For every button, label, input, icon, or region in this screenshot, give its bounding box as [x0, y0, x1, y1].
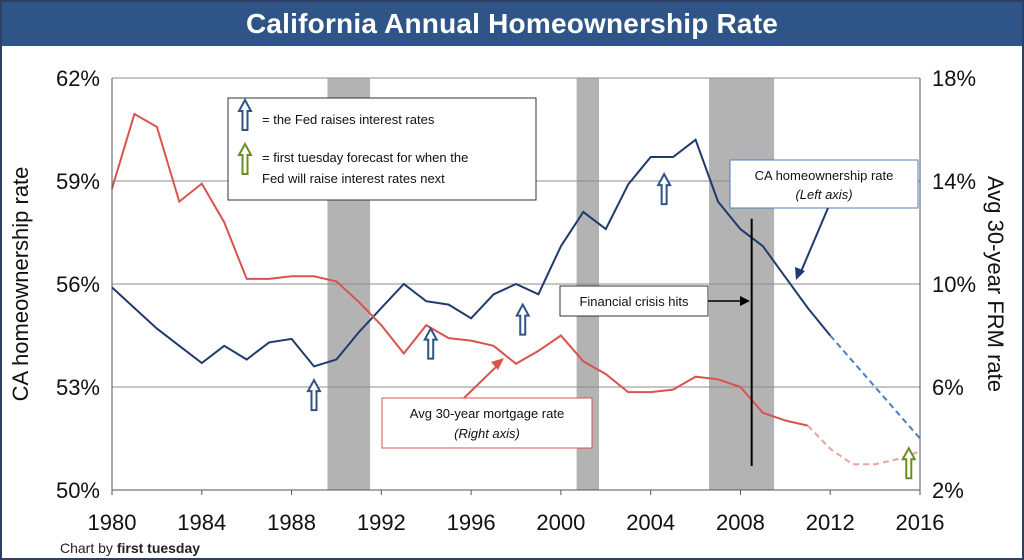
- chart-credit: Chart by first tuesday: [60, 540, 200, 556]
- y-tick-label: 53%: [56, 375, 100, 400]
- credit-brand: first tuesday: [116, 540, 201, 556]
- x-tick-label: 2004: [626, 510, 675, 535]
- y-tick-label: 59%: [56, 169, 100, 194]
- crisis-annotation-box: [559, 285, 709, 317]
- ca-annotation-box: [729, 159, 919, 209]
- mortgage-annotation-pointer: [463, 363, 500, 399]
- y2-axis-title: Avg 30-year FRM rate: [983, 176, 1008, 392]
- ca-annotation-label: CA homeownership rate: [755, 168, 894, 183]
- title-bar: California Annual Homeownership Rate: [2, 2, 1022, 46]
- y2-tick-label: 6%: [932, 375, 964, 400]
- y-tick-label: 62%: [56, 66, 100, 91]
- mortgage-annotation-box: [381, 397, 593, 449]
- y2-tick-label: 2%: [932, 478, 964, 503]
- mortgage-line: [111, 112, 809, 427]
- credit-prefix: Chart by: [60, 540, 113, 556]
- y2-tick-label: 10%: [932, 272, 976, 297]
- x-tick-label: 1996: [447, 510, 496, 535]
- legend-forecast-line2: Fed will raise interest rates next: [262, 171, 445, 186]
- y-tick-label: 56%: [56, 272, 100, 297]
- y2-tick-label: 18%: [932, 66, 976, 91]
- crisis-pointer-head: [740, 296, 750, 306]
- legend-forecast-arrow-icon: [237, 141, 253, 175]
- ca-annotation-pointer: [799, 207, 829, 275]
- x-tick-label: 1988: [267, 510, 316, 535]
- y-tick-label: 50%: [56, 478, 100, 503]
- mortgage-annotation-axis: (Right axis): [454, 426, 520, 441]
- legend-forecast-line1: = first tuesday forecast for when the: [262, 150, 468, 165]
- legend-fed-text: = the Fed raises interest rates: [262, 112, 435, 127]
- ca-pointer-head: [795, 267, 805, 280]
- mortgage-annotation-label: Avg 30-year mortgage rate: [410, 406, 564, 421]
- fed-raise-arrow-icon: [656, 172, 672, 206]
- fed-raise-arrow-icon: [306, 378, 322, 412]
- ca-annotation-axis: (Left axis): [795, 187, 852, 202]
- ownership-line: [111, 138, 831, 368]
- x-tick-label: 2008: [716, 510, 765, 535]
- x-tick-label: 1984: [177, 510, 226, 535]
- x-tick-label: 2016: [896, 510, 945, 535]
- ownership-projection: [829, 334, 921, 440]
- legend-box: [227, 97, 537, 201]
- mortgage-pointer-head: [491, 358, 504, 370]
- crisis-annotation-label: Financial crisis hits: [579, 294, 689, 309]
- x-tick-label: 1992: [357, 510, 406, 535]
- fed-raise-arrow-icon: [423, 326, 439, 360]
- x-tick-label: 2012: [806, 510, 855, 535]
- mortgage-projection: [807, 424, 921, 466]
- x-tick-label: 1980: [88, 510, 137, 535]
- forecast-arrow-icon: [901, 446, 917, 480]
- y-axis-title: CA homeownership rate: [8, 167, 33, 402]
- legend-fed-arrow-icon: [237, 97, 253, 131]
- y2-tick-label: 14%: [932, 169, 976, 194]
- fed-raise-arrow-icon: [515, 302, 531, 336]
- chart-title: California Annual Homeownership Rate: [245, 8, 778, 39]
- x-tick-label: 2000: [536, 510, 585, 535]
